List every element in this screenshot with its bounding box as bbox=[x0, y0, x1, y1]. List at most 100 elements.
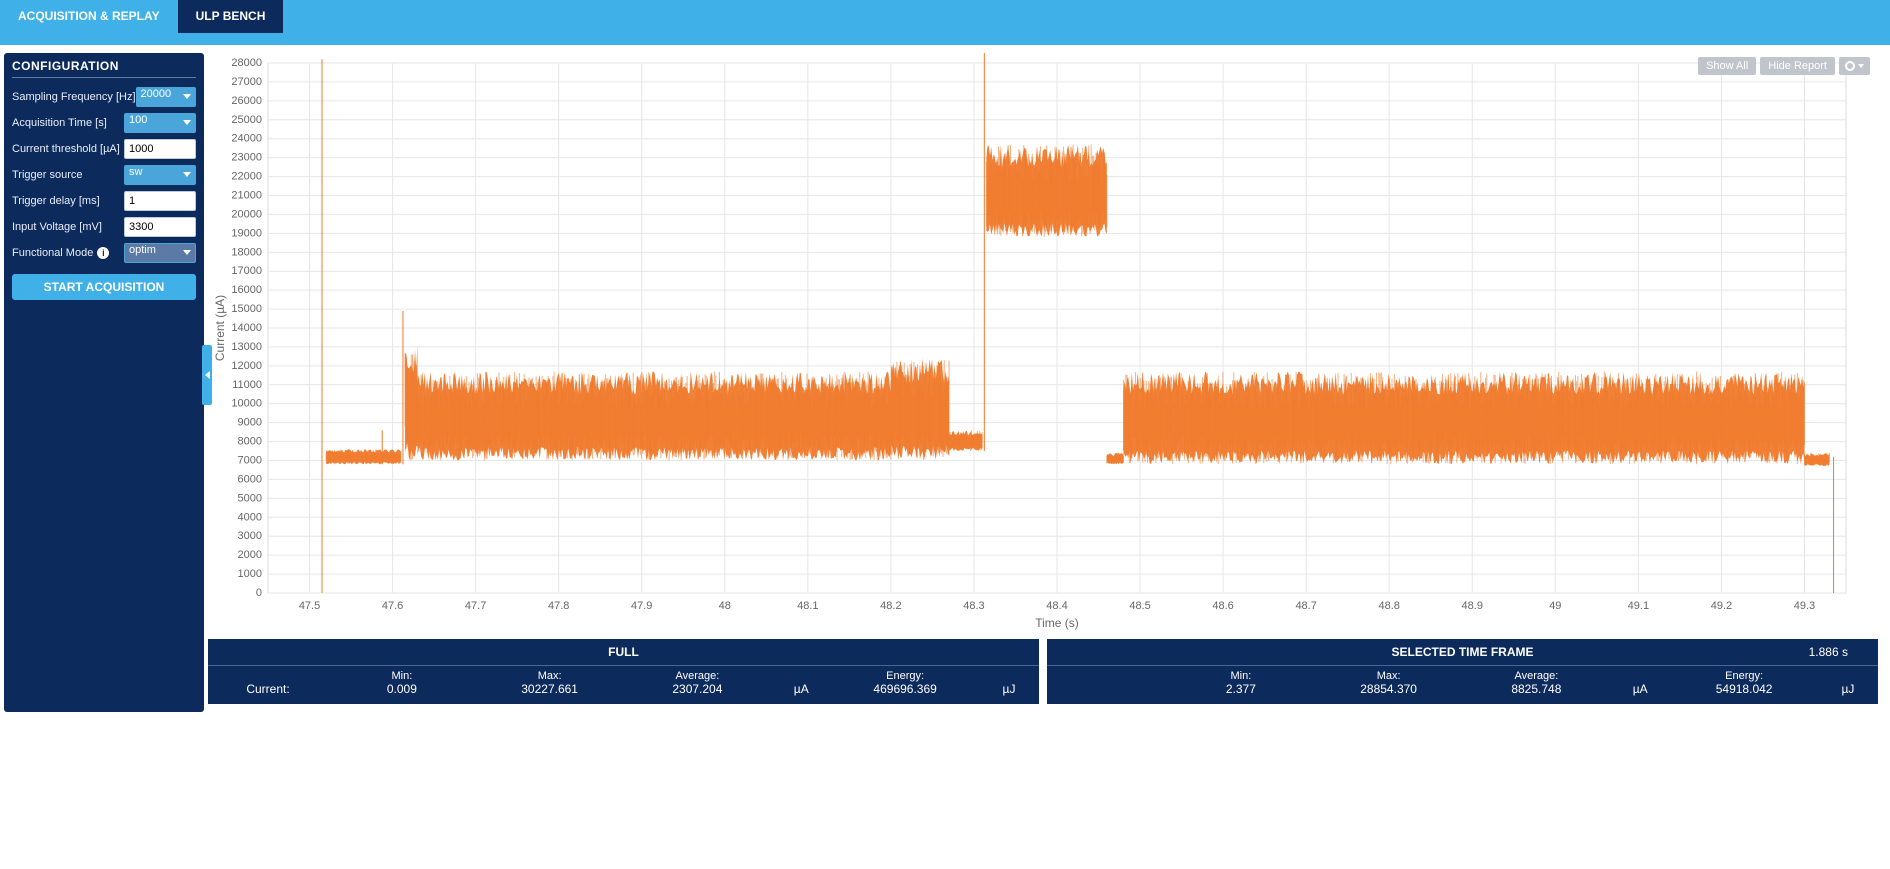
svg-text:48.4: 48.4 bbox=[1046, 600, 1067, 612]
stats-full-min-label: Min: bbox=[328, 670, 476, 682]
svg-text:48.7: 48.7 bbox=[1295, 600, 1316, 612]
svg-text:2000: 2000 bbox=[238, 549, 262, 561]
label-trigger-delay: Trigger delay [ms] bbox=[12, 195, 124, 207]
start-acquisition-button[interactable]: START ACQUISITION bbox=[12, 274, 196, 300]
info-icon[interactable]: i bbox=[97, 247, 109, 259]
svg-text:48: 48 bbox=[719, 600, 731, 612]
svg-text:47.6: 47.6 bbox=[382, 600, 403, 612]
svg-text:12000: 12000 bbox=[231, 360, 262, 372]
svg-text:26000: 26000 bbox=[231, 95, 262, 107]
svg-text:14000: 14000 bbox=[231, 322, 262, 334]
svg-text:19000: 19000 bbox=[231, 227, 262, 239]
stats-sel-min-value: 2.377 bbox=[1167, 682, 1315, 696]
chart-area: Show All Hide Report 0 1000 2000 3000 4000 50… bbox=[204, 45, 1890, 712]
svg-text:21000: 21000 bbox=[231, 190, 262, 202]
svg-text:28000: 28000 bbox=[231, 57, 262, 69]
svg-text:48.9: 48.9 bbox=[1462, 600, 1483, 612]
svg-text:20000: 20000 bbox=[231, 208, 262, 220]
svg-text:49.2: 49.2 bbox=[1711, 600, 1732, 612]
input-threshold[interactable] bbox=[124, 139, 196, 159]
svg-text:18000: 18000 bbox=[231, 246, 262, 258]
svg-text:0: 0 bbox=[256, 587, 262, 599]
svg-text:4000: 4000 bbox=[238, 511, 262, 523]
stats-selected-panel: SELECTED TIME FRAME 1.886 s Min:2.377 Ma… bbox=[1047, 639, 1878, 704]
stats-selected-duration: 1.886 s bbox=[1809, 645, 1848, 659]
show-all-button[interactable]: Show All bbox=[1698, 57, 1756, 75]
label-trigger-source: Trigger source bbox=[12, 169, 124, 181]
svg-text:27000: 27000 bbox=[231, 76, 262, 88]
label-sampling-freq: Sampling Frequency [Hz] bbox=[12, 91, 136, 103]
label-threshold: Current threshold [µA] bbox=[12, 143, 124, 155]
stats-full-avg-label: Average: bbox=[624, 670, 772, 682]
stats-table: FULL Current: Min:0.009 Max:30227.661 Av… bbox=[208, 639, 1878, 704]
chevron-down-icon bbox=[1858, 64, 1864, 68]
sidebar-collapse-handle[interactable] bbox=[202, 345, 212, 405]
chart-settings-button[interactable] bbox=[1839, 57, 1870, 75]
hide-report-button[interactable]: Hide Report bbox=[1760, 57, 1835, 75]
stats-full-max-label: Max: bbox=[476, 670, 624, 682]
svg-text:3000: 3000 bbox=[238, 530, 262, 542]
stats-full-title: FULL bbox=[208, 639, 1039, 666]
input-voltage[interactable] bbox=[124, 217, 196, 237]
stats-sel-max-value: 28854.370 bbox=[1315, 682, 1463, 696]
svg-text:24000: 24000 bbox=[231, 133, 262, 145]
svg-text:5000: 5000 bbox=[238, 492, 262, 504]
select-func-mode[interactable]: optim bbox=[124, 243, 196, 263]
stats-full-energy-value: 469696.369 bbox=[831, 682, 979, 696]
stats-sel-energy-value: 54918.042 bbox=[1670, 682, 1818, 696]
chart-toolbar: Show All Hide Report bbox=[1698, 57, 1870, 75]
svg-text:49: 49 bbox=[1549, 600, 1561, 612]
select-sampling-freq[interactable]: 20000 bbox=[136, 87, 197, 107]
svg-text:47.9: 47.9 bbox=[631, 600, 652, 612]
tab-acquisition[interactable]: ACQUISITION & REPLAY bbox=[0, 0, 178, 33]
label-input-voltage: Input Voltage [mV] bbox=[12, 221, 124, 233]
svg-text:48.2: 48.2 bbox=[880, 600, 901, 612]
stats-sel-max-label: Max: bbox=[1315, 670, 1463, 682]
svg-text:22000: 22000 bbox=[231, 171, 262, 183]
svg-text:47.8: 47.8 bbox=[548, 600, 569, 612]
svg-text:1000: 1000 bbox=[238, 568, 262, 580]
select-trigger-source-value: sw bbox=[129, 166, 142, 178]
select-acq-time[interactable]: 100 bbox=[124, 113, 196, 133]
svg-text:48.8: 48.8 bbox=[1378, 600, 1399, 612]
svg-text:17000: 17000 bbox=[231, 265, 262, 277]
tab-ulp-bench[interactable]: ULP BENCH bbox=[178, 0, 284, 33]
svg-text:15000: 15000 bbox=[231, 303, 262, 315]
select-sampling-freq-value: 20000 bbox=[141, 88, 172, 100]
svg-text:47.5: 47.5 bbox=[299, 600, 320, 612]
stats-full-energy-label: Energy: bbox=[831, 670, 979, 682]
svg-text:6000: 6000 bbox=[238, 473, 262, 485]
stats-sel-unit1: µA bbox=[1610, 670, 1670, 696]
stats-sel-unit2: µJ bbox=[1818, 670, 1878, 696]
svg-text:48.5: 48.5 bbox=[1129, 600, 1150, 612]
input-trigger-delay[interactable] bbox=[124, 191, 196, 211]
svg-text:7000: 7000 bbox=[238, 455, 262, 467]
svg-text:13000: 13000 bbox=[231, 341, 262, 353]
stats-full-max-value: 30227.661 bbox=[476, 682, 624, 696]
top-strip bbox=[0, 33, 1890, 45]
svg-text:11000: 11000 bbox=[232, 379, 262, 391]
stats-full-avg-value: 2307.204 bbox=[624, 682, 772, 696]
svg-text:25000: 25000 bbox=[231, 114, 262, 126]
chevron-down-icon bbox=[183, 172, 191, 177]
svg-text:47.7: 47.7 bbox=[465, 600, 486, 612]
select-trigger-source[interactable]: sw bbox=[124, 165, 196, 185]
chevron-down-icon bbox=[183, 94, 191, 99]
stats-full-lead: Current: bbox=[208, 670, 328, 696]
stats-sel-energy-label: Energy: bbox=[1670, 670, 1818, 682]
select-acq-time-value: 100 bbox=[129, 114, 147, 126]
top-tab-bar: ACQUISITION & REPLAY ULP BENCH bbox=[0, 0, 1890, 33]
stats-sel-avg-label: Average: bbox=[1462, 670, 1610, 682]
svg-text:8000: 8000 bbox=[238, 436, 262, 448]
gear-icon bbox=[1845, 61, 1855, 71]
stats-sel-min-label: Min: bbox=[1167, 670, 1315, 682]
chevron-down-icon bbox=[183, 250, 191, 255]
svg-text:49.3: 49.3 bbox=[1794, 600, 1815, 612]
stats-full-panel: FULL Current: Min:0.009 Max:30227.661 Av… bbox=[208, 639, 1039, 704]
select-func-mode-value: optim bbox=[129, 244, 156, 256]
svg-text:Time (s): Time (s) bbox=[1035, 616, 1079, 630]
svg-text:49.1: 49.1 bbox=[1628, 600, 1649, 612]
svg-text:48.3: 48.3 bbox=[963, 600, 984, 612]
current-chart[interactable]: 0100020003000400050006000700080009000100… bbox=[208, 53, 1858, 633]
svg-text:10000: 10000 bbox=[231, 398, 262, 410]
